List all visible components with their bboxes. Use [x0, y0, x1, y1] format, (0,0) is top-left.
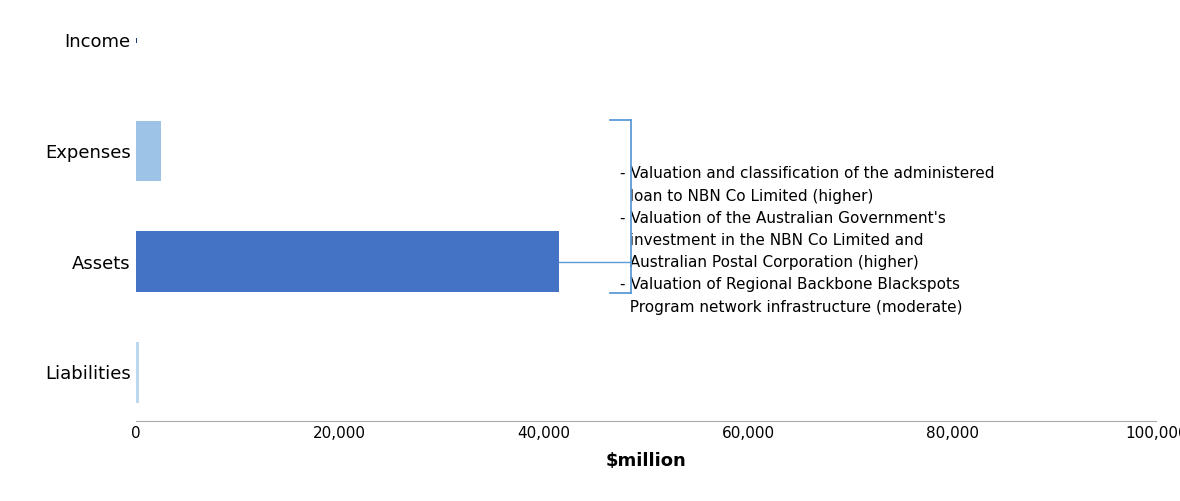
Bar — [136, 342, 139, 403]
Bar — [136, 121, 162, 181]
Bar — [136, 231, 559, 292]
X-axis label: $million: $million — [605, 452, 687, 470]
Bar — [136, 38, 137, 43]
Text: - Valuation and classification of the administered
  loan to NBN Co Limited (hig: - Valuation and classification of the ad… — [620, 166, 994, 315]
